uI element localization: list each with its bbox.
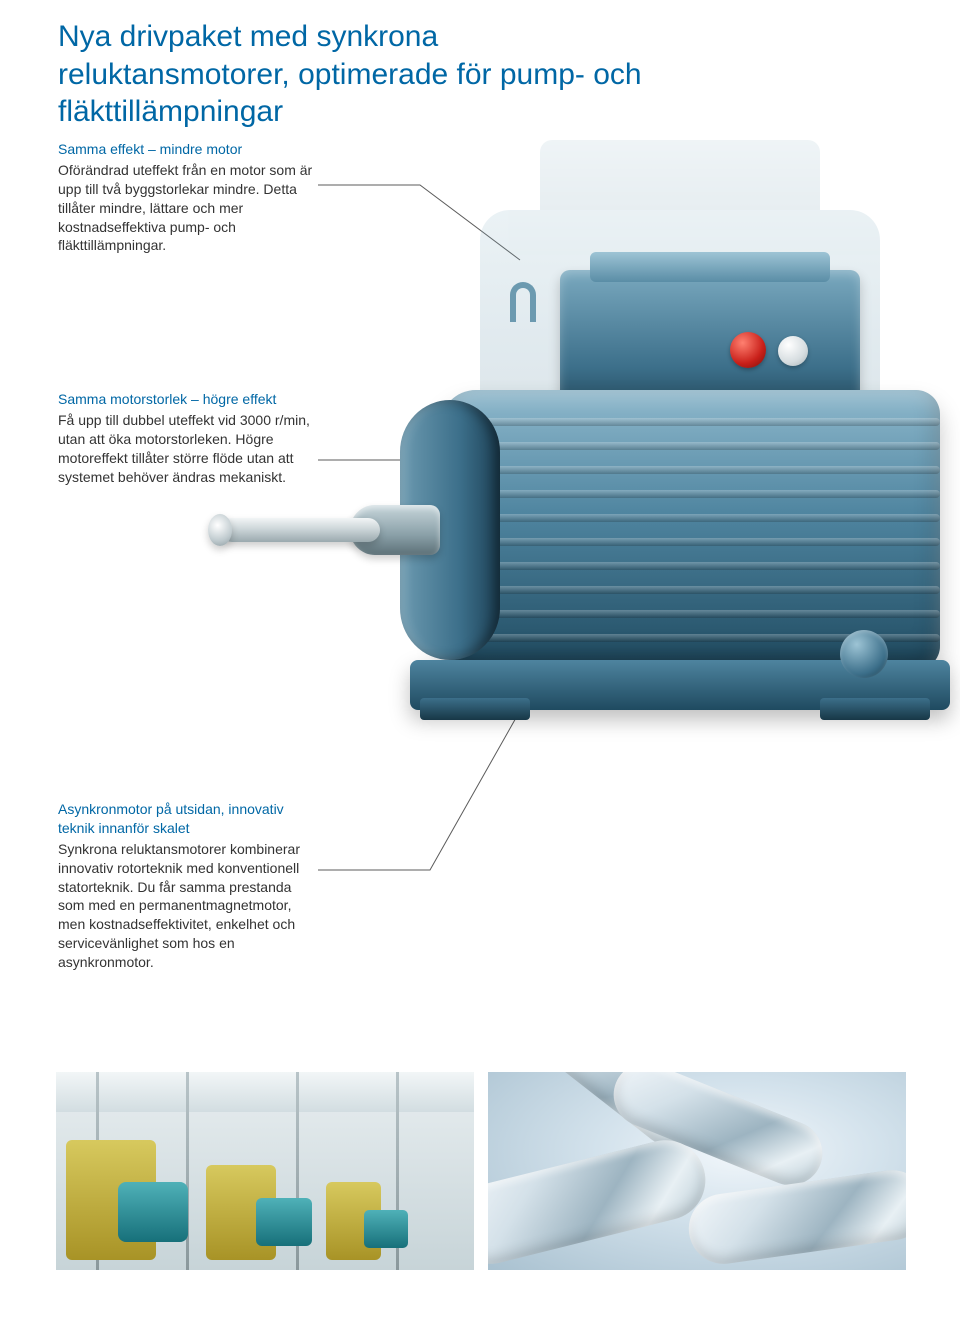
motor-illustration [280, 130, 960, 790]
photo-strip [56, 1072, 906, 1270]
photo-industrial-hall [56, 1072, 474, 1270]
brochure-page: Nya drivpaket med synkrona reluktansmoto… [0, 0, 960, 1323]
motor-eyebolt [510, 282, 536, 322]
terminal-knob-white [778, 336, 808, 366]
terminal-knob-red [730, 332, 766, 368]
motor-shaft-end [208, 514, 232, 546]
motor-nameplate-badge [840, 630, 888, 678]
motor-foot-right [820, 698, 930, 720]
motor-foot-left [420, 698, 530, 720]
photo-metal-ducts [488, 1072, 906, 1270]
motor-junction-box [560, 270, 860, 410]
motor-main [280, 330, 960, 780]
motor-body [440, 390, 940, 670]
motor-shaft [220, 518, 380, 542]
